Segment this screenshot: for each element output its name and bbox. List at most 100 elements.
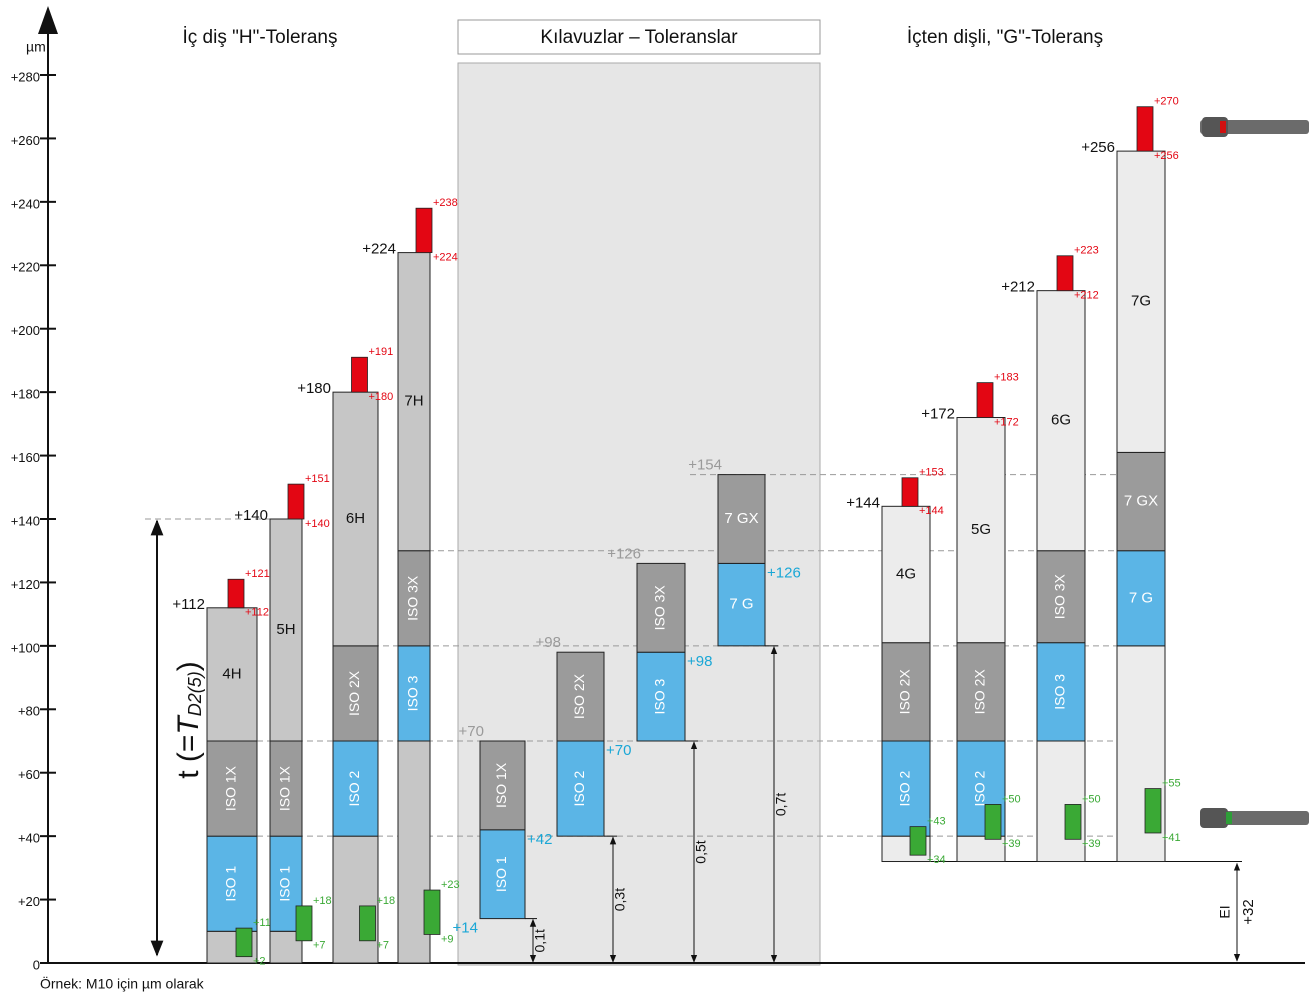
- red-gauge: [1136, 106, 1154, 152]
- y-tick-label: +160: [11, 450, 40, 465]
- y-tick-label: +140: [11, 513, 40, 528]
- green-gauge-label: +9: [441, 933, 454, 945]
- segment-label: 5G: [971, 521, 991, 538]
- top-label: +112: [172, 596, 205, 613]
- segment-label: 5H: [276, 621, 295, 638]
- red-gauge-label: +238: [433, 197, 458, 209]
- tool-ring: [1220, 121, 1226, 133]
- y-tick-label: +180: [11, 387, 40, 402]
- segment: [956, 417, 1006, 644]
- green-gauge-label: +50: [1002, 793, 1021, 805]
- segment: [956, 835, 1006, 863]
- title-box: [457, 19, 821, 55]
- red-gauge-label: +112: [245, 607, 269, 619]
- top-label: +224: [362, 241, 396, 258]
- group-title: Kılavuzlar – Toleranslar: [540, 27, 738, 48]
- y-tick-label: +260: [11, 133, 40, 148]
- red-gauge-label: +140: [305, 518, 330, 530]
- segment: [717, 474, 766, 564]
- segment: [479, 740, 526, 831]
- tool-top: [1200, 117, 1309, 137]
- red-gauge-label: +270: [1154, 96, 1179, 108]
- marker-label: +14: [453, 920, 478, 937]
- y-tick-label: +100: [11, 640, 40, 655]
- group-title: İç diş "H"-Toleranş: [183, 27, 338, 48]
- segment-label: ISO 3X: [1052, 573, 1068, 619]
- segment-label: 7 G: [1129, 589, 1153, 606]
- top-label: +256: [1081, 139, 1115, 156]
- segment-label: ISO 3X: [652, 585, 668, 631]
- red-gauge-label: +183: [994, 372, 1019, 384]
- dim-label: 0,1t: [532, 929, 548, 952]
- green-gauge-label: +55: [1162, 777, 1181, 789]
- segment-label: ISO 1: [277, 866, 293, 902]
- green-gauge: [235, 927, 253, 958]
- segment: [636, 562, 686, 653]
- segment: [206, 835, 258, 932]
- tool-bottom: [1200, 808, 1309, 828]
- segment: [332, 740, 379, 837]
- segment-label: ISO 2X: [897, 669, 913, 715]
- segment: [332, 835, 379, 964]
- red-gauge-label: +153: [919, 467, 944, 479]
- marker-label: +98: [687, 653, 712, 670]
- green-gauge-label: +2: [253, 956, 266, 968]
- red-gauge-label: +121: [245, 568, 270, 580]
- green-gauge-label: +41: [1162, 832, 1181, 844]
- segment-label: 7 GX: [1124, 493, 1158, 510]
- segment-label: ISO 3X: [405, 575, 421, 621]
- marker-label: +70: [606, 742, 631, 759]
- segment: [397, 252, 431, 552]
- green-gauge: [1144, 788, 1162, 834]
- segment-label: 7G: [1131, 293, 1151, 310]
- segment-label: ISO 1X: [277, 765, 293, 811]
- group-title: İçten dişli, "G"-Toleranş: [907, 27, 1103, 48]
- segment-label: ISO 1X: [223, 765, 239, 811]
- y-tick-label: +80: [18, 704, 40, 719]
- y-tick-label: +120: [11, 577, 40, 592]
- segment-label: ISO 2: [972, 770, 988, 806]
- y-tick-label: +200: [11, 323, 40, 338]
- segment: [397, 550, 431, 647]
- segment: [206, 740, 258, 837]
- red-gauge: [1056, 255, 1074, 292]
- red-gauge: [901, 477, 919, 507]
- segment: [332, 645, 379, 742]
- segment: [269, 518, 303, 742]
- top-label: +144: [846, 494, 880, 511]
- segment-label: ISO 2X: [346, 670, 362, 716]
- marker-label: +126: [767, 564, 801, 581]
- green-gauge-label: +7: [313, 940, 326, 952]
- segment-label: ISO 2: [571, 770, 587, 806]
- segment: [269, 740, 303, 837]
- segment: [881, 505, 931, 644]
- y-tick-label: +60: [18, 767, 40, 782]
- segment: [1036, 290, 1086, 552]
- ei-name: EI: [1217, 905, 1233, 918]
- dim-label: 0,5t: [693, 840, 709, 863]
- t-label-part: T: [172, 714, 205, 735]
- y-tick-label: +280: [11, 69, 40, 84]
- dim-label: 0,3t: [612, 888, 628, 911]
- segment: [332, 391, 379, 647]
- green-gauge-label: +39: [1002, 838, 1021, 850]
- segment: [556, 740, 605, 837]
- segment-label: 6H: [346, 510, 365, 527]
- red-gauge-label: +151: [305, 473, 330, 485]
- t-label-part: ): [172, 661, 205, 671]
- segment-label: ISO 2X: [571, 673, 587, 719]
- y-tick-label: +220: [11, 260, 40, 275]
- green-gauge-label: +50: [1082, 793, 1101, 805]
- segment: [479, 829, 526, 920]
- y-axis-arrow: [38, 6, 58, 34]
- dim-label: 0,7t: [773, 793, 789, 816]
- green-gauge-label: +18: [313, 895, 332, 907]
- green-gauge: [423, 889, 441, 935]
- top-label: +172: [921, 405, 955, 422]
- segment: [1036, 642, 1086, 742]
- segment: [397, 645, 431, 742]
- segment-label: ISO 1X: [493, 762, 509, 808]
- marker-label: +42: [527, 831, 552, 848]
- segment-label: 4H: [222, 665, 241, 682]
- segment-label: ISO 1: [223, 866, 239, 902]
